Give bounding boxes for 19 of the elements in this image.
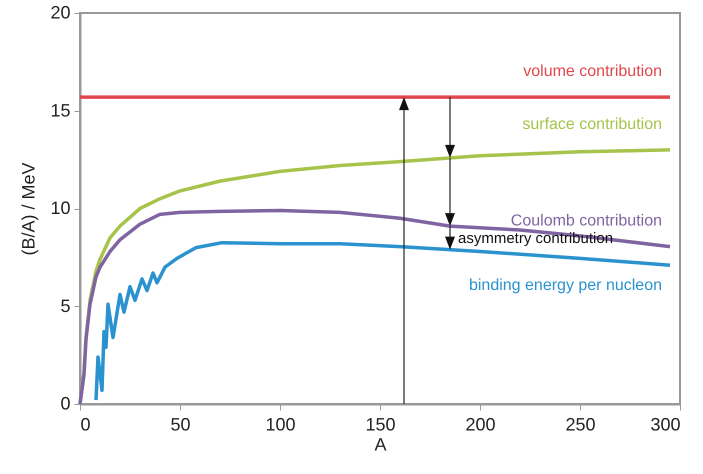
y-tick-label: 10: [50, 198, 70, 218]
x-tick-label: 100: [265, 414, 296, 434]
x-tick-label: 250: [565, 414, 596, 434]
series-label: Coulomb contribution: [510, 212, 662, 230]
x-tick-label: 300: [650, 414, 680, 434]
x-axis-title: A: [374, 434, 387, 454]
y-tick-label: 20: [50, 2, 70, 22]
line-series: [78, 208, 672, 406]
x-tick-label: 200: [465, 414, 496, 434]
y-tick-label: 5: [60, 296, 70, 316]
series-label: surface contribution: [522, 116, 662, 133]
x-tick-label: 0: [80, 414, 91, 434]
y-tick-label: 15: [50, 100, 70, 120]
series-label: binding energy per nucleon: [468, 277, 662, 294]
x-tick-label: 150: [365, 414, 396, 434]
y-tick-label: 0: [60, 394, 70, 414]
x-tick-label: 50: [170, 414, 191, 434]
y-axis-title: (B/A) / MeV: [18, 162, 38, 256]
series-label: volume contribution: [523, 63, 662, 80]
